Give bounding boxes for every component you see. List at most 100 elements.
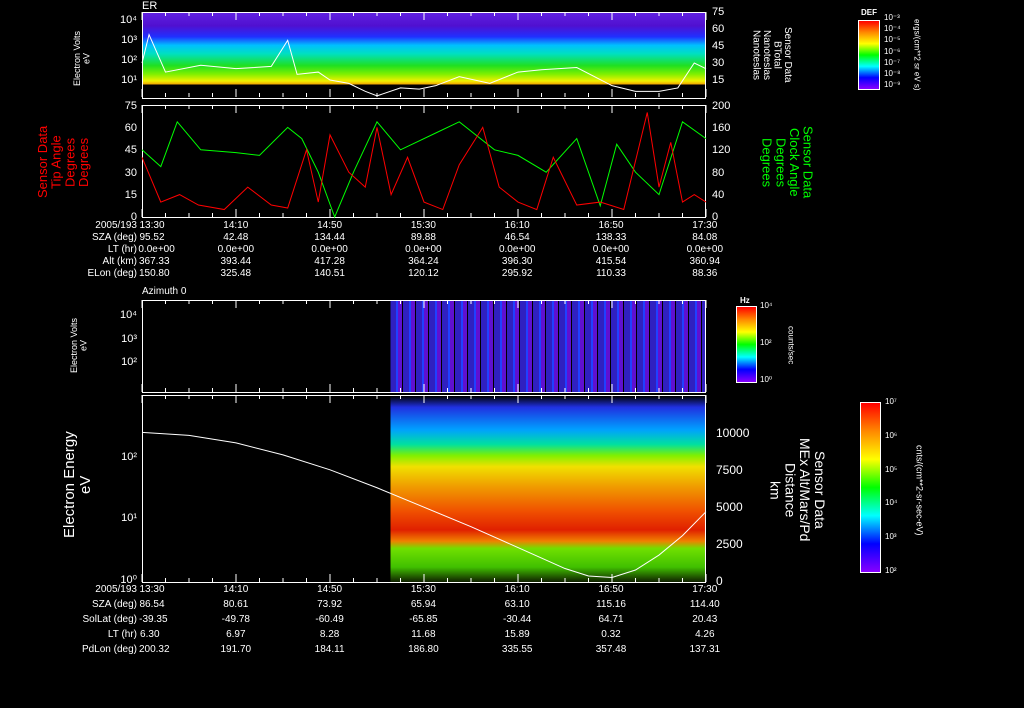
- cell-value: 138.33: [595, 232, 627, 243]
- cell-value: 13:30: [139, 584, 165, 595]
- colorbar2: [736, 306, 757, 383]
- table-row: SZA (deg) 86.54 80.61 73.92 65.94 63.10 115.16…: [0, 599, 730, 611]
- tick-label: 10²: [885, 566, 897, 575]
- colorbar3-unit: cnts/(cm**2-sr-sec-eV): [914, 444, 925, 536]
- tick-label: 10⁴: [760, 301, 773, 310]
- cell-value: 150.80: [138, 268, 170, 279]
- cell-value: 393.44: [220, 256, 252, 267]
- cell-value: 11.68: [411, 629, 436, 640]
- panel2-right-label: Sensor Data Clock Angle Degrees Degrees: [759, 126, 816, 199]
- cell-value: 6.97: [226, 629, 246, 640]
- cell-value: 14:50: [317, 220, 343, 231]
- cell-value: 364.24: [408, 256, 439, 267]
- tick-label: 10⁻⁵: [884, 35, 901, 45]
- cell-value: 186.80: [408, 644, 439, 655]
- cell-value: 17:30: [692, 220, 718, 231]
- cell-value: 20.43: [692, 614, 718, 625]
- panel1-title: ER: [142, 0, 158, 12]
- cell-value: 16:10: [504, 584, 530, 595]
- cell-value: 16:50: [598, 584, 624, 595]
- table-row: SolLat (deg) -39.35 -49.78 -60.49 -65.85 -30.…: [0, 614, 730, 626]
- tick-label: 75: [712, 6, 725, 18]
- tick-label: 10¹: [121, 74, 137, 86]
- colorbar1: [858, 20, 880, 90]
- cell-value: 0.0e+00: [686, 244, 724, 255]
- cell-value: 417.28: [314, 256, 345, 267]
- cell-value: 137.31: [689, 644, 721, 655]
- row-label: Alt (km): [102, 256, 137, 267]
- cell-value: 0.0e+00: [138, 244, 175, 255]
- cell-value: -39.35: [139, 614, 168, 625]
- tick-label: 10⁴: [120, 14, 137, 26]
- cell-value: 16:50: [598, 220, 624, 231]
- cell-value: 360.94: [689, 256, 721, 267]
- cell-value: 15:30: [410, 220, 436, 231]
- cell-value: 191.70: [220, 644, 252, 655]
- cell-value: 13:30: [139, 220, 165, 231]
- tick-label: 10²: [121, 451, 137, 463]
- cell-value: 325.48: [220, 268, 252, 279]
- panel1-right-label: Sensor Data BTotal Nanoteslas Nanoteslas: [750, 27, 794, 83]
- cell-value: 295.92: [501, 268, 533, 279]
- cell-value: 0.0e+00: [217, 244, 255, 255]
- row-label: LT (hr): [107, 629, 137, 640]
- tick-label: 10²: [760, 338, 772, 347]
- cell-value: -60.49: [315, 614, 344, 625]
- cell-value: 0.0e+00: [592, 244, 630, 255]
- cell-value: 16:10: [504, 220, 530, 231]
- cell-value: 396.30: [501, 256, 533, 267]
- tick-label: 0: [716, 574, 723, 588]
- cell-value: 0.0e+00: [498, 244, 536, 255]
- tick-label: 45: [124, 144, 137, 157]
- cell-value: 95.52: [139, 232, 165, 243]
- cell-value: 115.16: [596, 599, 626, 610]
- cell-value: 335.55: [501, 644, 533, 655]
- cell-value: 0.32: [601, 629, 621, 640]
- cell-value: 6.30: [140, 629, 160, 640]
- cell-value: 84.08: [692, 232, 718, 243]
- cell-value: 4.26: [695, 629, 715, 640]
- row-label: ELon (deg): [87, 268, 137, 279]
- row-label: 2005/193: [95, 584, 137, 595]
- tick-label: 45: [712, 40, 725, 52]
- row-label: SZA (deg): [91, 232, 137, 243]
- tick-label: 0: [712, 211, 719, 223]
- row-label: SolLat (deg): [82, 614, 137, 625]
- panel3-spectrogram: [142, 300, 706, 393]
- tick-label: 160: [712, 122, 731, 135]
- cell-value: 120.12: [408, 268, 439, 279]
- panel3-title: Azimuth 0: [142, 286, 187, 297]
- cell-value: 134.44: [314, 232, 345, 243]
- panel4-right-label: Sensor Data MEx Alt/Mars/Pd Distance km: [767, 438, 828, 542]
- tick-label: 30: [712, 57, 725, 69]
- colorbar2-title: Hz: [740, 296, 750, 305]
- cell-value: -49.78: [221, 614, 250, 625]
- table-row: Alt (km) 367.33 393.44 417.28 364.24 396.30 41…: [0, 256, 730, 268]
- btotal-line: [141, 33, 707, 97]
- cell-value: 110.33: [596, 268, 626, 279]
- clock-angle-line: [141, 120, 707, 219]
- tick-label: 10⁻⁶: [884, 46, 901, 56]
- table-row: 2005/193 13:30 14:10 14:50 15:30 16:10 16:50 17…: [0, 584, 730, 596]
- distance-line: [141, 431, 707, 579]
- cell-value: 357.48: [595, 644, 627, 655]
- tick-label: 80: [712, 166, 725, 179]
- tick-label: 10⁵: [885, 464, 898, 474]
- table-row: ELon (deg) 150.80 325.48 140.51 120.12 295.92…: [0, 268, 730, 280]
- cell-value: 63.10: [504, 599, 530, 610]
- tick-label: 10⁴: [120, 309, 137, 321]
- table-row: LT (hr) 0.0e+00 0.0e+00 0.0e+00 0.0e+00 0.0e+…: [0, 244, 730, 256]
- cell-value: 184.11: [314, 644, 345, 655]
- panel1-spectrogram: [142, 12, 706, 99]
- cell-value: 17:30: [692, 584, 718, 595]
- colorbar1-title: DEF: [861, 8, 877, 17]
- row-label: LT (hr): [107, 244, 137, 255]
- tick-label: 200: [712, 100, 731, 112]
- cell-value: 65.94: [410, 599, 436, 610]
- cell-value: 0.0e+00: [405, 244, 442, 255]
- row-label: SZA (deg): [91, 599, 137, 610]
- table-row: LT (hr) 6.30 6.97 8.28 11.68 15.89 0.32 4.26: [0, 629, 730, 641]
- tick-label: 10²: [121, 356, 137, 368]
- table-row: SZA (deg) 95.52 42.48 134.44 89.88 46.54 138.3…: [0, 232, 730, 244]
- cell-value: 46.54: [504, 232, 530, 243]
